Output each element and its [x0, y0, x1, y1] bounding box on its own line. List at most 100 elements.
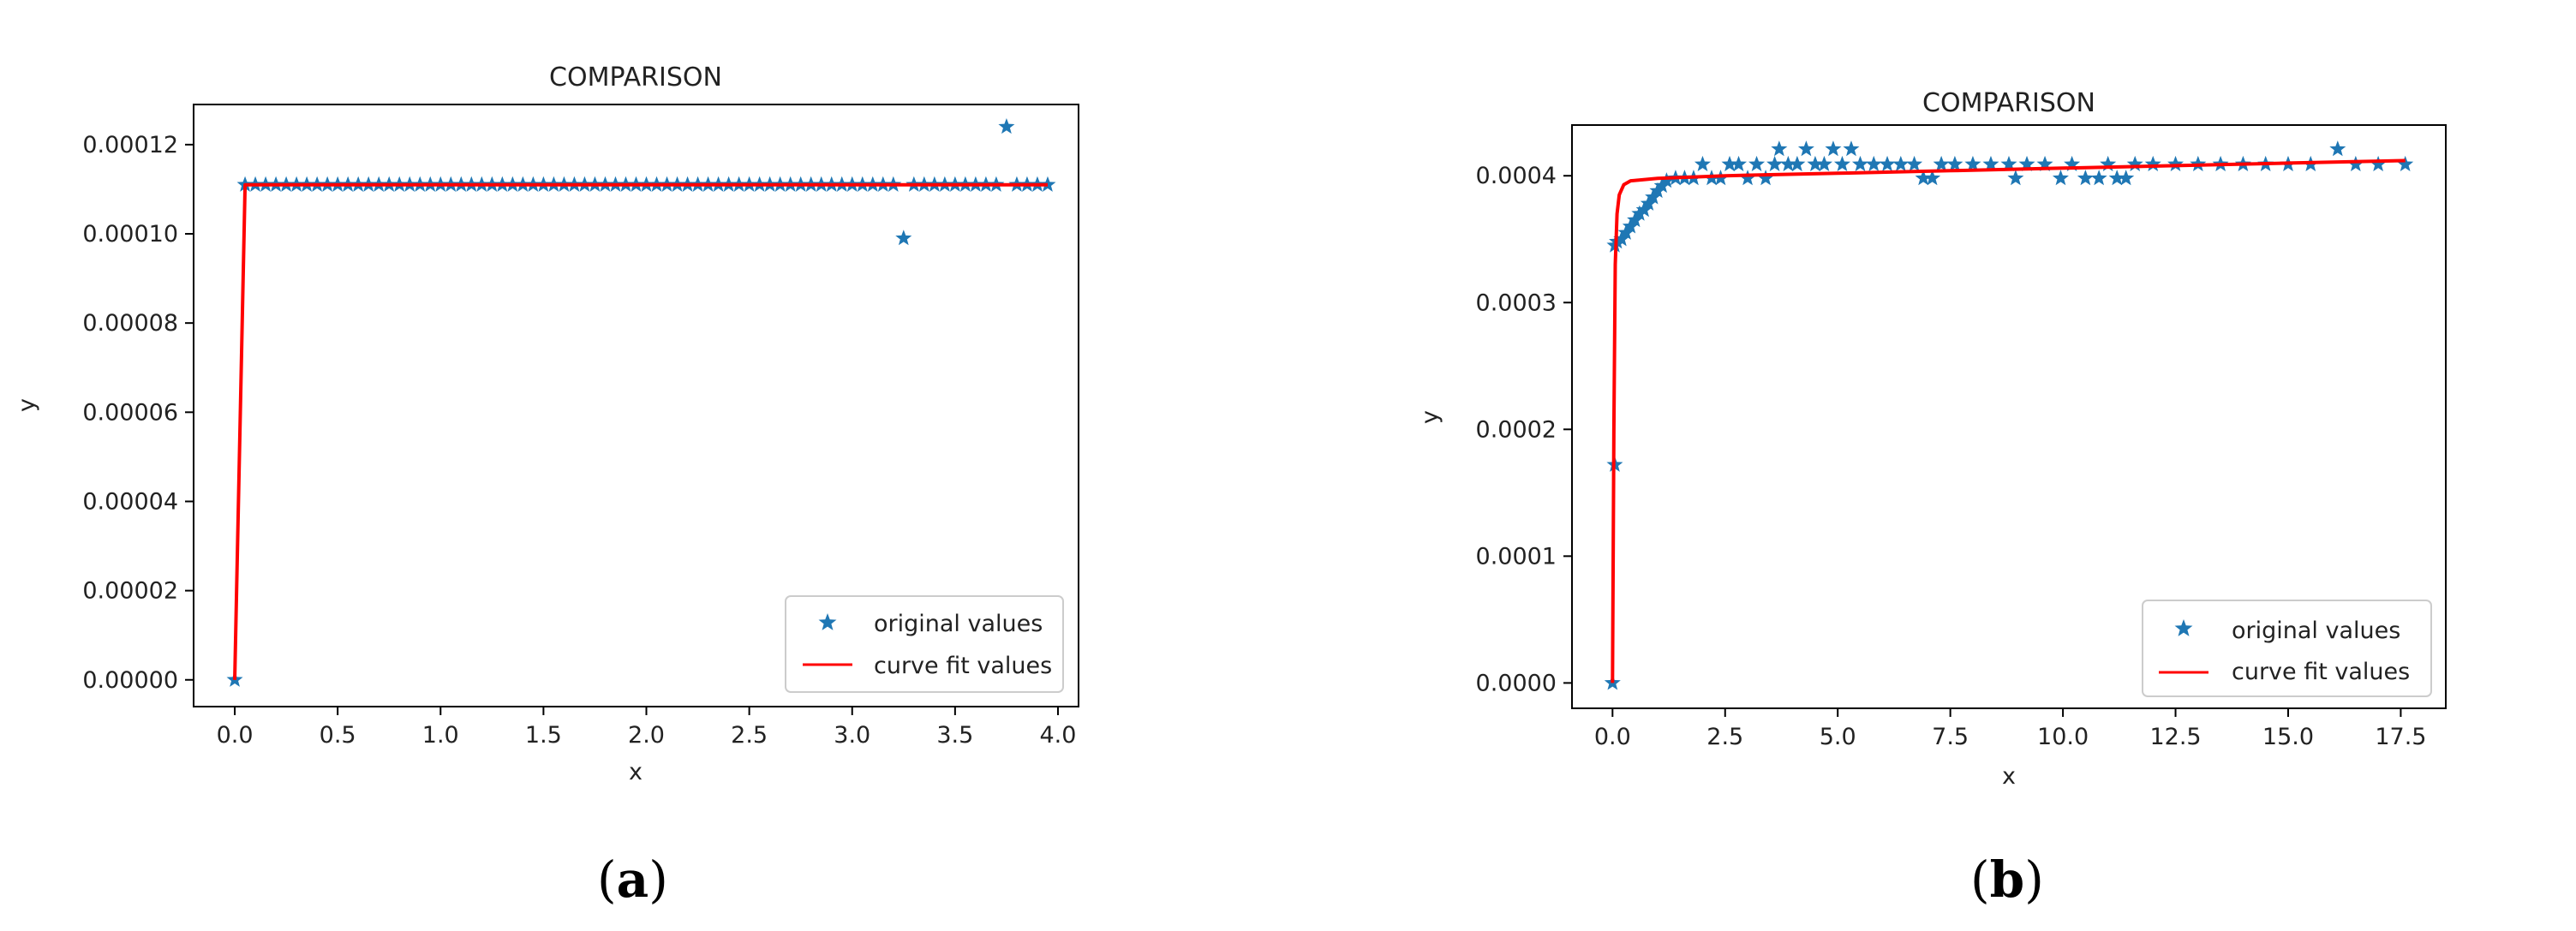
- chart-panel-a: COMPARISON 0.0 0.5 1.0 1.5 2.0 2.5 3.0 3.5 4.00.…: [14, 63, 1079, 909]
- data-point: [1631, 205, 1648, 221]
- legend-box: [785, 595, 1064, 693]
- x-axis-label: x: [2002, 763, 2016, 790]
- x-axis-label: x: [629, 759, 643, 785]
- data-point: [2018, 155, 2035, 171]
- axes: 0.0 2.5 5.0 7.5 10.0 12.5 15.0 17.5 0.0000 0.0001…: [1476, 163, 2427, 750]
- data-point: [2347, 155, 2364, 171]
- data-point: [1964, 155, 1981, 171]
- x-tick-label: 1.0: [422, 722, 459, 749]
- x-tick-label: 10.0: [2037, 724, 2089, 750]
- legend-star-marker: [2174, 619, 2193, 636]
- legend-label-curve-fit: curve fit values: [2232, 659, 2410, 685]
- data-point: [1825, 140, 1842, 157]
- x-tick-label: 3.0: [834, 722, 870, 749]
- data-point: [2167, 155, 2185, 171]
- x-tick-label: 1.5: [525, 722, 562, 749]
- x-tick-label: 0.0: [1594, 724, 1631, 750]
- x-tick-label: 2.0: [628, 722, 665, 749]
- data-point: [2118, 170, 2135, 186]
- data-point: [998, 118, 1015, 134]
- data-point: [1851, 155, 1869, 171]
- data-point: [2126, 155, 2143, 171]
- data-point: [1815, 155, 1832, 171]
- data-point: [1879, 155, 1896, 171]
- x-tick-label: 2.5: [731, 722, 768, 749]
- plot-frame: [193, 104, 1079, 707]
- data-point: [1779, 155, 1796, 171]
- x-tick-label: 0.0: [217, 722, 254, 749]
- legend: original values curve fit values: [785, 595, 1064, 693]
- x-tick-label: 0.5: [320, 722, 356, 749]
- data-point: [1658, 172, 1675, 188]
- y-tick-label: 0.00006: [82, 399, 178, 426]
- x-tick-label: 3.5: [936, 722, 973, 749]
- data-point: [1865, 155, 1882, 171]
- data-point: [1748, 155, 1766, 171]
- data-point: [2077, 170, 2094, 186]
- legend-box: [2142, 600, 2432, 697]
- plot-marks: [1604, 140, 2414, 690]
- x-tick-label: 7.5: [1932, 724, 1969, 750]
- axes: 0.0 0.5 1.0 1.5 2.0 2.5 3.0 3.5 4.0 0.00000 0.0000…: [82, 132, 1076, 749]
- data-point: [1739, 170, 1756, 186]
- x-tick-label: 15.0: [2262, 724, 2314, 750]
- y-tick-label: 0.0004: [1476, 163, 1557, 189]
- legend-star-marker: [818, 613, 837, 630]
- data-point: [1843, 140, 1860, 157]
- plot-frame: [1571, 124, 2447, 709]
- data-point: [1924, 170, 1941, 186]
- y-tick-label: 0.00004: [82, 488, 178, 515]
- y-tick-label: 0.00008: [82, 310, 178, 337]
- chart-title: COMPARISON: [549, 63, 722, 93]
- y-tick-label: 0.00010: [82, 221, 178, 248]
- y-tick-label: 0.0003: [1476, 289, 1557, 316]
- data-point: [1946, 155, 1963, 171]
- data-point: [1833, 155, 1850, 171]
- data-point: [2144, 155, 2161, 171]
- data-point: [1694, 155, 1711, 171]
- data-point: [1730, 155, 1748, 171]
- data-point: [1649, 182, 1666, 199]
- legend-label-curve-fit: curve fit values: [874, 653, 1052, 679]
- y-axis-label: y: [14, 398, 40, 412]
- curve-fit-line: [1611, 158, 2406, 683]
- data-point: [1721, 155, 1738, 171]
- data-point: [2397, 155, 2414, 171]
- data-point: [1771, 140, 1788, 157]
- x-tick-label: 5.0: [1820, 724, 1856, 750]
- y-tick-label: 0.0000: [1476, 670, 1557, 696]
- plot-marks: [226, 118, 1056, 687]
- data-point: [1766, 155, 1784, 171]
- data-point: [895, 230, 912, 246]
- x-tick-label: 2.5: [1706, 724, 1743, 750]
- data-point: [2036, 155, 2053, 171]
- curve-fit-line: [233, 182, 1048, 680]
- data-point: [1933, 155, 1950, 171]
- x-tick-label: 17.5: [2375, 724, 2426, 750]
- data-point: [2370, 155, 2387, 171]
- chart-panel-b: COMPARISON 0.0 2.5 5.0 7.5 10.0 12.5 15.0 17.50…: [1417, 88, 2447, 909]
- data-point: [1915, 170, 1932, 186]
- y-axis-label: y: [1417, 410, 1443, 424]
- data-point: [1982, 155, 1999, 171]
- x-tick-label: 4.0: [1040, 722, 1077, 749]
- y-tick-label: 0.00002: [82, 578, 178, 605]
- y-tick-label: 0.0001: [1476, 543, 1557, 570]
- data-point: [1789, 155, 1806, 171]
- data-point: [1892, 155, 1910, 171]
- y-tick-label: 0.00012: [82, 132, 178, 158]
- y-tick-label: 0.00000: [82, 667, 178, 694]
- panel-label-a: (a): [597, 850, 668, 909]
- data-point: [2090, 170, 2107, 186]
- panel-label-b: (b): [1970, 850, 2044, 909]
- legend: original values curve fit values: [2142, 600, 2432, 697]
- data-point: [2000, 155, 2017, 171]
- data-point: [2100, 155, 2117, 171]
- data-point: [1797, 140, 1814, 157]
- data-point: [2052, 170, 2069, 186]
- data-point: [2108, 170, 2125, 186]
- y-tick-label: 0.0002: [1476, 416, 1557, 443]
- chart-title: COMPARISON: [1922, 88, 2095, 118]
